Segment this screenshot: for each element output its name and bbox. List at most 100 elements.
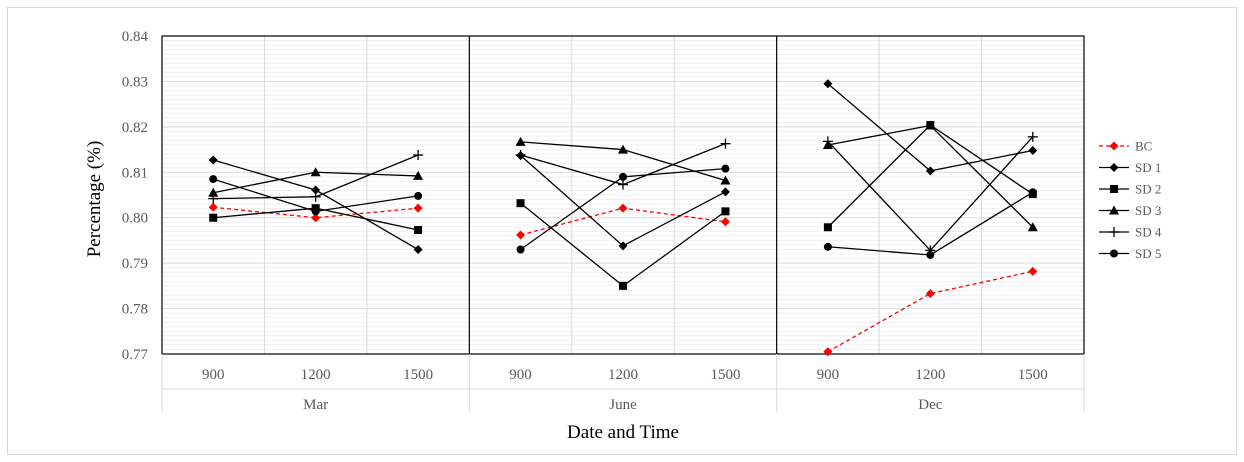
data-point [823,242,832,251]
series-bc [208,202,1038,357]
legend-label: SD 3 [1135,203,1161,218]
data-point [208,187,219,197]
data-point [925,289,935,299]
data-point [619,172,627,181]
data-point [414,225,423,234]
data-point [1109,163,1119,172]
data-point [413,203,423,213]
data-point [721,207,730,216]
data-point [1028,188,1037,197]
data-point [310,167,321,177]
data-point [720,175,731,185]
data-point [822,136,833,147]
data-point [209,175,218,184]
data-point [1028,266,1038,276]
legend-item: SD 5 [1099,246,1161,261]
data-point [823,223,832,232]
x-tick-label: 1500 [403,367,433,383]
data-point [311,185,321,195]
x-group-label: Mar [303,397,328,413]
y-tick-label: 0.82 [122,120,148,136]
series-sd-4 [208,131,1038,256]
grid-layer [162,35,1084,354]
data-point [515,136,526,146]
data-point [823,347,833,357]
data-point [1110,185,1118,193]
legend-item: SD 3 [1099,203,1161,218]
data-point [1109,205,1119,215]
series-sd-5 [209,164,1037,259]
x-tick-label: 900 [817,367,840,383]
legend-label: SD 5 [1135,246,1161,261]
legend-label: SD 2 [1135,182,1161,197]
data-point [1110,249,1118,258]
y-tick-label: 0.84 [122,29,149,45]
data-point [310,191,321,202]
data-point [208,155,218,165]
legend-label: SD 1 [1135,160,1161,175]
x-tick-label: 1200 [915,367,945,383]
series-layer [208,79,1038,357]
x-group-label: Dec [918,397,942,413]
data-point [311,213,321,223]
series-line [827,270,1033,353]
plot-border [161,35,1085,355]
series-line [213,206,419,219]
legend-label: SD 4 [1135,225,1162,240]
x-group-label: June [609,397,637,413]
data-point [823,79,833,89]
data-point [1027,131,1038,142]
y-axis-title: Percentage (%) [84,141,105,258]
data-point [1109,141,1119,151]
data-point [413,150,424,161]
data-point [515,150,526,161]
data-point [516,245,525,254]
data-point [516,199,525,208]
data-point [414,191,423,200]
data-point [208,202,218,212]
legend-item: SD 4 [1099,225,1162,240]
x-tick-label: 1500 [710,367,740,383]
data-point [413,170,424,180]
x-tick-label: 1200 [301,367,331,383]
x-axis-title: Date and Time [567,422,679,443]
data-point [618,241,628,251]
data-point [1027,222,1038,232]
series-line [520,154,726,247]
y-tick-label: 0.83 [122,74,148,90]
y-tick-label: 0.79 [122,256,148,272]
data-point [619,281,627,290]
legend-label: BC [1135,139,1152,154]
data-point [720,138,731,149]
x-tick-label: 900 [509,367,532,383]
data-point [208,193,219,204]
axis-layer: 0.77 0.78 0.79 0.80 0.81 0.82 0.83 0.84 900 1200 1… [122,29,1085,413]
legend-item: BC [1099,139,1152,154]
data-point [925,166,935,176]
x-tick-label: 900 [202,367,225,383]
data-point [311,207,320,216]
y-tick-label: 0.81 [122,165,148,181]
data-point [1109,227,1119,237]
data-point [413,245,423,255]
legend: BC SD 1 SD 2 SD 3 SD 4 SD 5 [1099,139,1162,261]
series-sd-3 [208,120,1038,232]
data-point [720,187,730,197]
data-point [925,120,936,130]
series-sd-1 [208,79,1038,255]
x-tick-label: 1500 [1018,367,1048,383]
data-point [618,179,628,190]
y-tick-label: 0.77 [122,347,149,363]
data-point [721,164,730,173]
data-point [926,250,935,259]
data-point [720,217,730,227]
data-point [516,230,526,240]
y-tick-label: 0.80 [122,211,148,227]
y-tick-label: 0.78 [122,302,148,318]
legend-item: SD 2 [1099,182,1161,197]
x-tick-label: 1200 [608,367,638,383]
data-point [1028,145,1038,155]
data-point [618,144,628,154]
chart-frame [7,7,1237,455]
